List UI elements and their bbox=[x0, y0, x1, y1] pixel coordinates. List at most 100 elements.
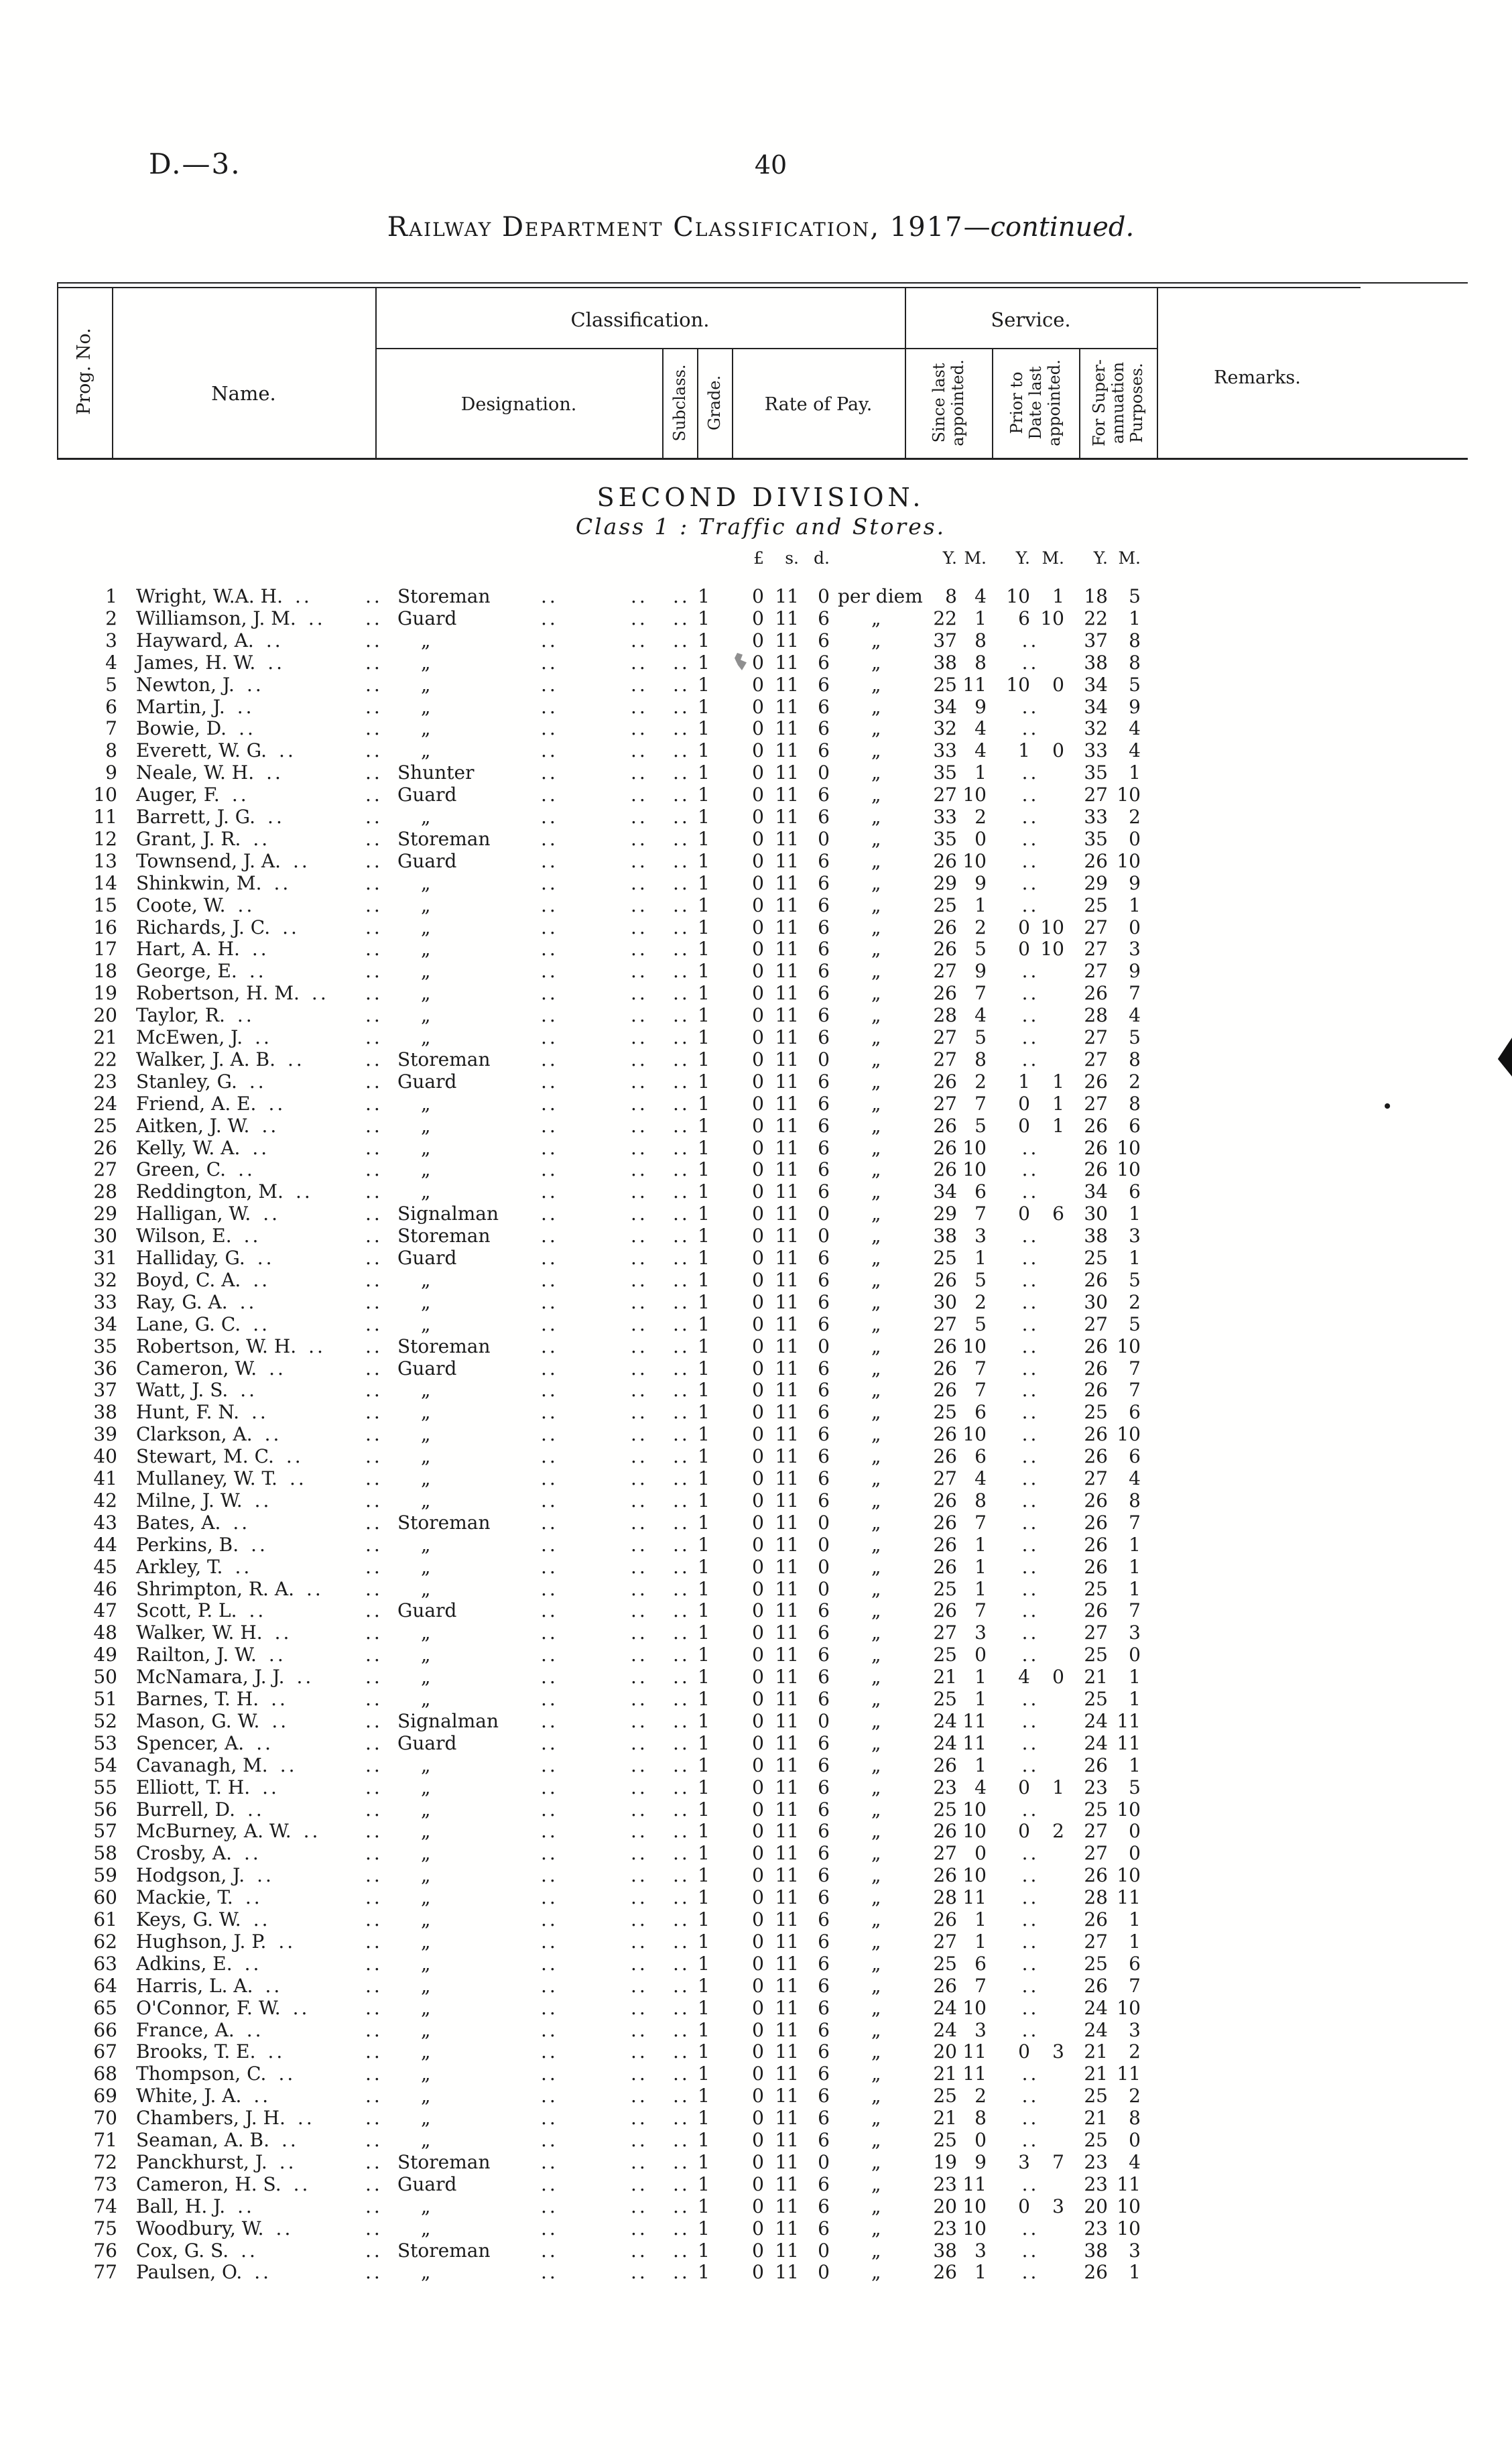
leader-dots: .. bbox=[673, 784, 690, 806]
row-prior-months: 10 bbox=[1040, 916, 1064, 938]
subclass-header: Subclass. bbox=[670, 364, 689, 442]
row-prior-months: 2 bbox=[1052, 1820, 1064, 1842]
row-rate-shillings: 11 bbox=[775, 1048, 799, 1070]
row-super-months: 6 bbox=[1129, 1180, 1141, 1203]
row-since-months: 8 bbox=[974, 2107, 987, 2129]
row-grade: 1 bbox=[698, 1115, 710, 1137]
row-grade: 1 bbox=[698, 1004, 710, 1026]
row-rate-pounds: 0 bbox=[752, 674, 764, 696]
row-name: Clarkson, A... bbox=[136, 1423, 282, 1445]
row-super-years: 35 bbox=[1084, 761, 1108, 784]
row-rate-shillings: 11 bbox=[775, 1534, 799, 1556]
row-rate-pounds: 0 bbox=[752, 1467, 764, 1489]
leader-dots: .. bbox=[266, 761, 284, 784]
leader-dots: .. bbox=[541, 1908, 558, 1930]
table-row: 4 James, H. W..... „...... 1 0 11 6 „ 38 8.. 38 8 bbox=[0, 652, 1512, 674]
row-pay-period: „ bbox=[871, 872, 881, 894]
row-pay-period: „ bbox=[871, 2195, 881, 2217]
leader-dots: .. bbox=[541, 1512, 558, 1534]
row-rate-pounds: 0 bbox=[752, 1732, 764, 1754]
row-super-years: 27 bbox=[1084, 1467, 1108, 1489]
row-super-months: 4 bbox=[1129, 1467, 1141, 1489]
leader-dots: .. bbox=[673, 1158, 690, 1180]
row-pay-period: „ bbox=[871, 674, 881, 696]
leader-dots: .. bbox=[281, 2129, 299, 2151]
row-designation: „ bbox=[421, 872, 431, 894]
row-rate-shillings: 11 bbox=[775, 1556, 799, 1578]
leader-dots: .. bbox=[306, 1578, 324, 1600]
leader-dots: .. bbox=[541, 1997, 558, 2019]
leader-dots: .. bbox=[673, 1291, 690, 1313]
table-row: 10 Auger, F..... Guard...... 1 0 11 6 „ 27 10.. 27… bbox=[0, 784, 1512, 806]
leader-dots: .. bbox=[541, 960, 558, 982]
leader-dots: .. bbox=[365, 1710, 383, 1732]
row-prior-empty: .. bbox=[1021, 1158, 1040, 1180]
row-rate-shillings: 11 bbox=[775, 1203, 799, 1225]
header-mid-rule bbox=[375, 348, 1157, 349]
row-prior-years: 10 bbox=[1006, 585, 1030, 607]
leader-dots: .. bbox=[289, 1467, 307, 1489]
row-name: Robertson, W. H... bbox=[136, 1335, 326, 1357]
row-designation: „ bbox=[421, 2129, 431, 2151]
leader-dots: .. bbox=[541, 1599, 558, 1621]
leader-dots: .. bbox=[541, 2129, 558, 2151]
row-designation: „ bbox=[421, 1269, 431, 1291]
leader-dots: .. bbox=[365, 960, 383, 982]
row-rate-shillings: 11 bbox=[775, 1578, 799, 1600]
row-grade: 1 bbox=[698, 1820, 710, 1842]
row-prior-empty: .. bbox=[1021, 1247, 1040, 1269]
leader-dots: .. bbox=[263, 1203, 281, 1225]
row-since-years: 33 bbox=[933, 806, 957, 828]
leader-dots: .. bbox=[365, 1445, 383, 1467]
row-designation: „ bbox=[421, 1445, 431, 1467]
row-rate-pence: 6 bbox=[818, 607, 830, 629]
leader-dots: .. bbox=[631, 828, 648, 850]
row-designation: „ bbox=[421, 1489, 431, 1512]
row-grade: 1 bbox=[698, 1908, 710, 1930]
row-since-years: 29 bbox=[933, 1203, 957, 1225]
unit-years: Y. bbox=[1093, 548, 1108, 568]
row-rate-shillings: 11 bbox=[775, 1137, 799, 1159]
unit-years: Y. bbox=[1015, 548, 1030, 568]
row-super-years: 24 bbox=[1084, 2019, 1108, 2041]
row-designation: „ bbox=[421, 1379, 431, 1401]
row-name: Cavanagh, M... bbox=[136, 1754, 298, 1776]
table-row: 22 Walker, J. A. B..... Storeman...... 1 0 11… bbox=[0, 1048, 1512, 1070]
leader-dots: .. bbox=[631, 2195, 648, 2217]
row-prog-no: 67 bbox=[93, 2040, 117, 2063]
since-last-appointed-header: Since last appointed. bbox=[930, 359, 967, 446]
leader-dots: .. bbox=[231, 784, 249, 806]
table-row: 28 Reddington, M..... „...... 1 0 11 6 „ 34 6.. 34… bbox=[0, 1180, 1512, 1203]
row-pay-period: „ bbox=[871, 1203, 881, 1225]
row-grade: 1 bbox=[698, 1401, 710, 1423]
row-rate-pence: 6 bbox=[818, 1004, 830, 1026]
row-super-months: 9 bbox=[1129, 872, 1141, 894]
leader-dots: .. bbox=[238, 1158, 255, 1180]
leader-dots: .. bbox=[673, 828, 690, 850]
row-prog-no: 56 bbox=[93, 1798, 117, 1821]
leader-dots: .. bbox=[631, 784, 648, 806]
leader-dots: .. bbox=[269, 1357, 286, 1379]
row-name: Halliday, G... bbox=[136, 1247, 275, 1269]
row-since-months: 1 bbox=[974, 1247, 987, 1269]
row-rate-pounds: 0 bbox=[752, 2129, 764, 2151]
row-rate-pence: 0 bbox=[818, 2240, 830, 2262]
row-rate-shillings: 11 bbox=[775, 1732, 799, 1754]
service-header: Service. bbox=[991, 308, 1071, 331]
leader-dots: .. bbox=[541, 2240, 558, 2262]
leader-dots: .. bbox=[631, 717, 648, 739]
table-row: 57 McBurney, A. W..... „...... 1 0 11 6 „ 26 10 0 2… bbox=[0, 1820, 1512, 1842]
leader-dots: .. bbox=[631, 1512, 648, 1534]
row-prog-no: 66 bbox=[93, 2019, 117, 2041]
row-name: Wright, W.A. H... bbox=[136, 585, 312, 607]
row-rate-shillings: 11 bbox=[775, 1026, 799, 1048]
row-super-months: 5 bbox=[1129, 674, 1141, 696]
row-prior-empty: .. bbox=[1021, 2019, 1040, 2041]
row-grade: 1 bbox=[698, 1225, 710, 1247]
row-grade: 1 bbox=[698, 1710, 710, 1732]
leader-dots: .. bbox=[365, 652, 383, 674]
row-since-years: 25 bbox=[933, 1578, 957, 1600]
leader-dots: .. bbox=[267, 2040, 286, 2063]
row-rate-pence: 6 bbox=[818, 1423, 830, 1445]
row-rate-pounds: 0 bbox=[752, 806, 764, 828]
